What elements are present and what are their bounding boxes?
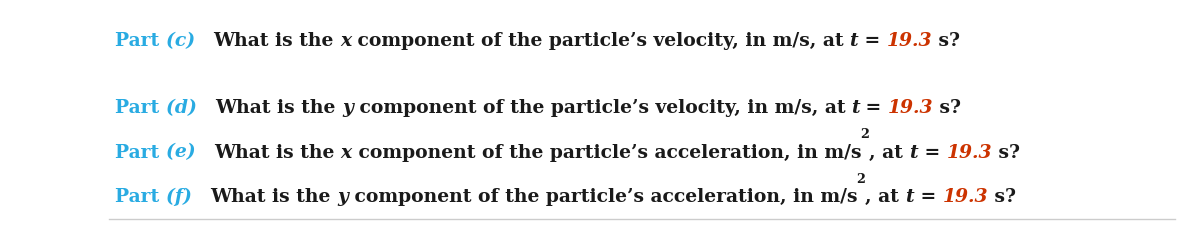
- Text: What is the: What is the: [214, 32, 341, 50]
- Text: t: t: [851, 99, 859, 117]
- Text: s?: s?: [988, 188, 1016, 206]
- Text: What is the: What is the: [215, 99, 342, 117]
- Text: =: =: [913, 188, 942, 206]
- Text: x: x: [340, 32, 352, 50]
- Text: =: =: [858, 32, 887, 50]
- Text: component of the particle’s velocity, in m/s, at: component of the particle’s velocity, in…: [353, 99, 852, 117]
- Text: Part: Part: [115, 99, 166, 117]
- Text: t: t: [905, 188, 913, 206]
- Text: 2: 2: [860, 128, 869, 141]
- Text: component of the particle’s velocity, in m/s, at: component of the particle’s velocity, in…: [352, 32, 851, 50]
- Text: t: t: [910, 144, 918, 162]
- Text: =: =: [859, 99, 888, 117]
- Text: 19.3: 19.3: [942, 188, 988, 206]
- Text: 19.3: 19.3: [887, 32, 932, 50]
- Text: 19.3: 19.3: [947, 144, 992, 162]
- Text: x: x: [341, 144, 352, 162]
- Text: Part: Part: [115, 188, 166, 206]
- Text: Part: Part: [115, 32, 166, 50]
- Text: 19.3: 19.3: [888, 99, 934, 117]
- Text: t: t: [850, 32, 858, 50]
- Text: (c): (c): [166, 32, 214, 50]
- Text: What is the: What is the: [210, 188, 337, 206]
- Text: s?: s?: [992, 144, 1020, 162]
- Text: y: y: [337, 188, 348, 206]
- Text: =: =: [918, 144, 947, 162]
- Text: y: y: [342, 99, 353, 117]
- Text: , at: , at: [865, 188, 905, 206]
- Text: (d): (d): [166, 99, 215, 117]
- Text: component of the particle’s acceleration, in m/s: component of the particle’s acceleration…: [352, 144, 862, 162]
- Text: Part: Part: [115, 144, 166, 162]
- Text: 2: 2: [856, 173, 865, 186]
- Text: , at: , at: [869, 144, 910, 162]
- Text: component of the particle’s acceleration, in m/s: component of the particle’s acceleration…: [348, 188, 857, 206]
- Text: (e): (e): [166, 144, 214, 162]
- Text: s?: s?: [932, 32, 960, 50]
- Text: s?: s?: [934, 99, 961, 117]
- Text: What is the: What is the: [214, 144, 341, 162]
- Text: (f): (f): [166, 188, 210, 206]
